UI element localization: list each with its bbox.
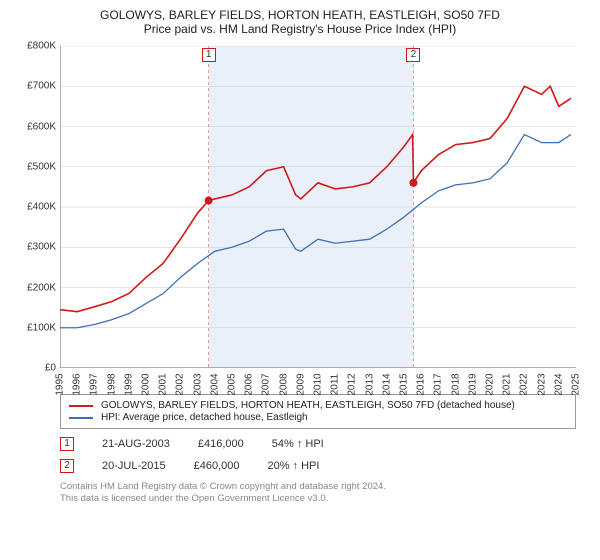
marker-label-box: 2 (406, 48, 420, 62)
y-tick-label: £600K (14, 121, 56, 132)
legend-swatch (69, 417, 93, 419)
sale-price: £460,000 (194, 460, 240, 472)
sale-marker-box: 2 (60, 459, 74, 473)
x-tick-label: 2023 (536, 373, 547, 395)
y-tick-label: £400K (14, 202, 56, 213)
x-tick-label: 2007 (261, 373, 272, 395)
footer-line-1: Contains HM Land Registry data © Crown c… (60, 481, 586, 493)
x-tick-label: 2003 (192, 373, 203, 395)
legend-item: HPI: Average price, detached house, East… (69, 412, 567, 423)
x-tick-label: 2005 (227, 373, 238, 395)
y-tick-label: £300K (14, 242, 56, 253)
sale-marker-box: 1 (60, 437, 74, 451)
x-tick-label: 2025 (571, 373, 582, 395)
marker-label-box: 1 (202, 48, 216, 62)
footer-line-2: This data is licensed under the Open Gov… (60, 493, 586, 505)
x-tick-label: 2020 (485, 373, 496, 395)
x-tick-label: 2011 (330, 374, 341, 396)
x-tick-label: 2010 (313, 373, 324, 395)
sale-delta: 20% ↑ HPI (267, 460, 319, 472)
x-tick-label: 2022 (519, 373, 530, 395)
chart-area: £0 £100K £200K £300K £400K £500K £600K £700K £80… (14, 42, 586, 392)
plot-svg (60, 46, 576, 368)
x-tick-label: 2000 (141, 373, 152, 395)
x-tick-label: 2001 (158, 373, 169, 395)
x-tick-label: 2008 (278, 373, 289, 395)
legend-swatch (69, 405, 93, 407)
x-tick-label: 1997 (89, 373, 100, 395)
legend-label: HPI: Average price, detached house, East… (101, 412, 308, 423)
y-tick-label: £500K (14, 161, 56, 172)
footer: Contains HM Land Registry data © Crown c… (60, 481, 586, 506)
x-tick-label: 1995 (55, 373, 66, 395)
x-tick-label: 2018 (450, 373, 461, 395)
title-line-1: GOLOWYS, BARLEY FIELDS, HORTON HEATH, EA… (14, 8, 586, 22)
legend-label: GOLOWYS, BARLEY FIELDS, HORTON HEATH, EA… (101, 400, 515, 411)
x-tick-label: 2004 (209, 373, 220, 395)
legend-item: GOLOWYS, BARLEY FIELDS, HORTON HEATH, EA… (69, 400, 567, 411)
y-tick-label: £100K (14, 322, 56, 333)
sale-date: 20-JUL-2015 (102, 460, 166, 472)
sale-delta: 54% ↑ HPI (272, 438, 324, 450)
x-tick-label: 2015 (399, 373, 410, 395)
y-tick-label: £700K (14, 81, 56, 92)
x-tick-label: 2012 (347, 373, 358, 395)
x-tick-label: 2016 (416, 373, 427, 395)
x-tick-label: 1996 (72, 373, 83, 395)
y-tick-label: £200K (14, 282, 56, 293)
x-tick-label: 2017 (433, 373, 444, 395)
sale-row: 1 21-AUG-2003 £416,000 54% ↑ HPI (60, 437, 586, 451)
x-tick-label: 1999 (123, 373, 134, 395)
chart-container: GOLOWYS, BARLEY FIELDS, HORTON HEATH, EA… (0, 0, 600, 512)
y-tick-label: £800K (14, 41, 56, 52)
y-tick-label: £0 (14, 363, 56, 374)
x-tick-label: 2006 (244, 373, 255, 395)
sale-row: 2 20-JUL-2015 £460,000 20% ↑ HPI (60, 459, 586, 473)
sale-price: £416,000 (198, 438, 244, 450)
plot (60, 46, 576, 368)
sale-date: 21-AUG-2003 (102, 438, 170, 450)
x-tick-label: 2014 (381, 373, 392, 395)
x-tick-label: 2021 (502, 373, 513, 395)
legend: GOLOWYS, BARLEY FIELDS, HORTON HEATH, EA… (60, 394, 576, 429)
x-tick-label: 2013 (364, 373, 375, 395)
title-line-2: Price paid vs. HM Land Registry's House … (14, 22, 586, 36)
x-tick-label: 1998 (106, 373, 117, 395)
x-tick-label: 2019 (467, 373, 478, 395)
x-tick-label: 2024 (553, 373, 564, 395)
x-tick-label: 2002 (175, 373, 186, 395)
x-tick-label: 2009 (295, 373, 306, 395)
